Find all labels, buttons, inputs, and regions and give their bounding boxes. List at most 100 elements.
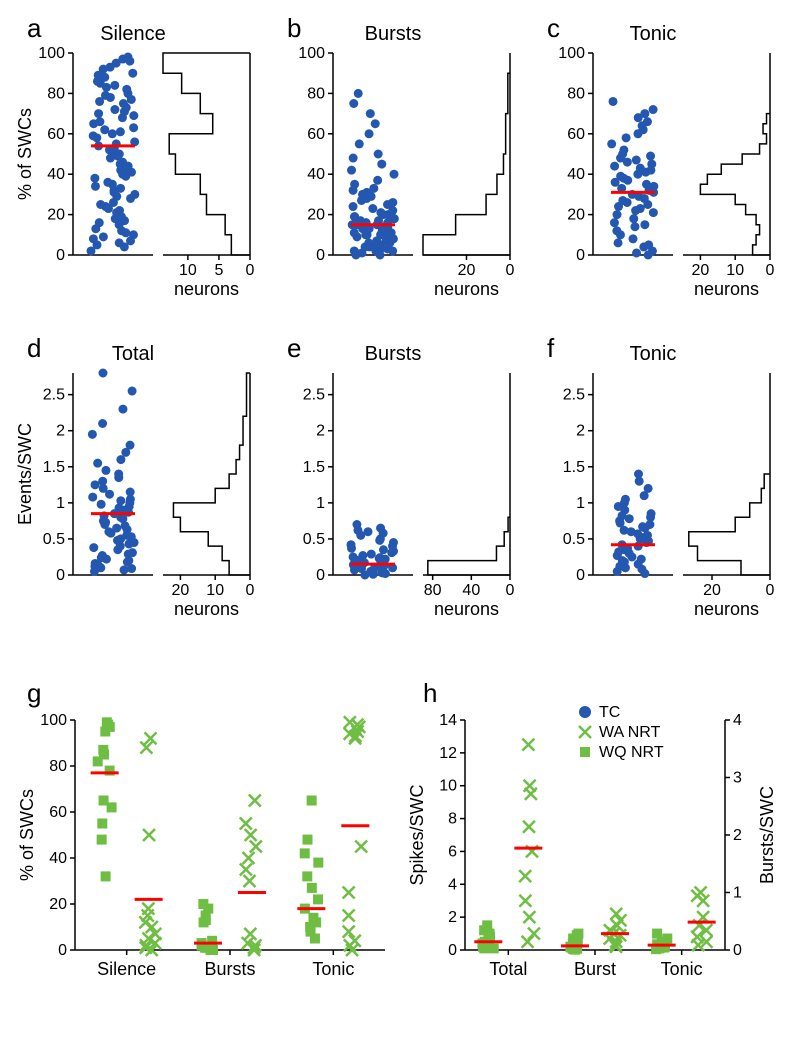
svg-text:8: 8 (448, 811, 457, 828)
svg-text:1: 1 (316, 495, 325, 512)
svg-text:% of SWCs: % of SWCs (15, 108, 35, 200)
svg-text:Silence: Silence (100, 23, 166, 45)
svg-text:Silence: Silence (97, 959, 156, 979)
svg-text:0.5: 0.5 (303, 531, 325, 548)
svg-text:14: 14 (439, 712, 457, 729)
svg-text:neurons: neurons (174, 279, 239, 299)
svg-text:0: 0 (316, 247, 325, 264)
svg-text:Bursts: Bursts (365, 343, 422, 365)
svg-text:60: 60 (567, 126, 585, 143)
svg-text:20: 20 (703, 582, 721, 599)
svg-text:0: 0 (766, 262, 775, 279)
svg-text:2: 2 (576, 423, 585, 440)
svg-text:0: 0 (56, 247, 65, 264)
svg-text:100: 100 (558, 45, 585, 62)
svg-text:0: 0 (576, 567, 585, 584)
svg-text:neurons: neurons (694, 279, 759, 299)
svg-text:0: 0 (506, 582, 515, 599)
svg-text:Bursts/SWC: Bursts/SWC (757, 786, 777, 884)
svg-text:80: 80 (424, 582, 442, 599)
svg-text:Total: Total (489, 959, 527, 979)
svg-text:Spikes/SWC: Spikes/SWC (407, 784, 427, 885)
svg-text:0.5: 0.5 (563, 531, 585, 548)
svg-text:TC: TC (599, 704, 620, 721)
svg-text:c: c (547, 15, 560, 43)
svg-text:4: 4 (448, 876, 457, 893)
svg-text:0: 0 (246, 582, 255, 599)
svg-text:f: f (547, 335, 555, 363)
svg-text:0: 0 (246, 262, 255, 279)
panel-f: fTonic00.511.522.5200neurons (535, 335, 785, 630)
svg-text:40: 40 (49, 850, 67, 867)
svg-text:3: 3 (733, 770, 742, 787)
svg-text:0: 0 (56, 567, 65, 584)
svg-text:WA NRT: WA NRT (599, 724, 661, 741)
svg-text:40: 40 (462, 582, 480, 599)
svg-text:100: 100 (298, 45, 325, 62)
panel-h: h0246810121401234Spikes/SWCBursts/SWCTCW… (405, 680, 785, 1005)
svg-text:2: 2 (733, 827, 742, 844)
svg-text:0: 0 (316, 567, 325, 584)
svg-text:neurons: neurons (434, 599, 499, 619)
svg-text:% of SWCs: % of SWCs (17, 789, 37, 881)
svg-text:neurons: neurons (434, 279, 499, 299)
panel-e: e Bursts 0 0.5 1 1.5 2 2.5 80 40 0 neurons (275, 335, 525, 630)
svg-text:2: 2 (448, 909, 457, 926)
svg-text:40: 40 (567, 166, 585, 183)
svg-text:20: 20 (172, 582, 190, 599)
svg-text:g: g (27, 680, 41, 708)
svg-text:2: 2 (56, 423, 65, 440)
svg-text:80: 80 (567, 85, 585, 102)
svg-text:0: 0 (576, 247, 585, 264)
svg-text:Total: Total (112, 343, 154, 365)
svg-text:WQ NRT: WQ NRT (599, 744, 664, 761)
figure-root: aSilence020406080100% of SWCs1050neurons… (15, 15, 785, 1005)
svg-text:40: 40 (47, 166, 65, 183)
top-grid: aSilence020406080100% of SWCs1050neurons… (15, 15, 785, 655)
svg-text:60: 60 (49, 804, 67, 821)
svg-text:80: 80 (307, 85, 325, 102)
panel-g: g020406080100% of SWCsSilenceBurstsTonic (15, 680, 395, 1005)
svg-text:h: h (423, 680, 437, 708)
svg-text:20: 20 (49, 896, 67, 913)
panel-c: cTonic02040608010020100neurons (535, 15, 785, 310)
svg-text:1: 1 (733, 885, 742, 902)
svg-text:20: 20 (692, 262, 710, 279)
svg-text:40: 40 (307, 166, 325, 183)
svg-text:0: 0 (506, 262, 515, 279)
svg-text:12: 12 (439, 745, 457, 762)
svg-text:5: 5 (214, 262, 223, 279)
svg-text:1.5: 1.5 (303, 459, 325, 476)
svg-text:0: 0 (766, 582, 775, 599)
svg-text:0: 0 (448, 942, 457, 959)
panel-b: bBursts020406080100200neurons (275, 15, 525, 310)
svg-text:60: 60 (307, 126, 325, 143)
svg-text:Burst: Burst (574, 959, 616, 979)
svg-text:2.5: 2.5 (563, 387, 585, 404)
svg-text:60: 60 (47, 126, 65, 143)
svg-text:a: a (27, 15, 42, 43)
svg-text:20: 20 (458, 262, 476, 279)
svg-text:Bursts: Bursts (204, 959, 255, 979)
svg-text:e: e (287, 335, 301, 363)
svg-text:6: 6 (448, 843, 457, 860)
svg-text:10: 10 (439, 778, 457, 795)
svg-text:1.5: 1.5 (43, 459, 65, 476)
svg-text:1.5: 1.5 (563, 459, 585, 476)
bottom-grid: g020406080100% of SWCsSilenceBurstsTonic… (15, 680, 785, 1005)
svg-text:Tonic: Tonic (630, 23, 677, 45)
svg-text:80: 80 (47, 85, 65, 102)
svg-text:neurons: neurons (694, 599, 759, 619)
panel-d: dTotal00.511.522.5Events/SWC20100neurons (15, 335, 265, 630)
svg-text:20: 20 (307, 207, 325, 224)
svg-text:2: 2 (316, 423, 325, 440)
svg-text:20: 20 (567, 207, 585, 224)
svg-text:2.5: 2.5 (303, 387, 325, 404)
svg-text:neurons: neurons (174, 599, 239, 619)
svg-text:4: 4 (733, 712, 742, 729)
svg-text:10: 10 (726, 262, 744, 279)
svg-text:20: 20 (47, 207, 65, 224)
svg-text:Tonic: Tonic (630, 343, 677, 365)
svg-text:10: 10 (206, 582, 224, 599)
svg-text:10: 10 (179, 262, 197, 279)
